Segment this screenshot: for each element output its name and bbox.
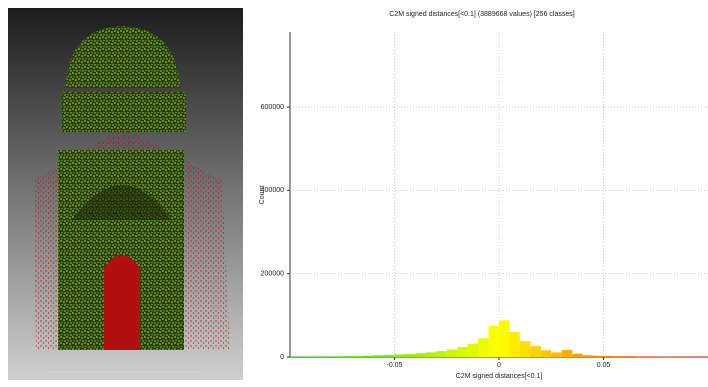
- altar: [104, 255, 140, 350]
- bar: [551, 352, 561, 357]
- bar: [405, 354, 415, 357]
- y-tick-label: 200000: [261, 271, 284, 278]
- bar: [321, 356, 331, 357]
- bar: [468, 344, 478, 357]
- x-tick-label: 0.05: [597, 362, 611, 369]
- bar: [478, 338, 488, 357]
- bar: [436, 351, 446, 357]
- bar: [509, 332, 519, 357]
- screen: C2M signed distances[<0.1] (3889668 valu…: [0, 0, 708, 382]
- y-tick-label: 600000: [261, 104, 284, 111]
- bar: [332, 356, 342, 357]
- drum: [62, 92, 186, 132]
- bar: [499, 320, 509, 357]
- bar: [645, 356, 655, 357]
- bar: [395, 355, 405, 358]
- bar: [342, 356, 352, 357]
- bar: [489, 326, 499, 357]
- bar: [415, 353, 425, 357]
- chart-title: C2M signed distances[<0.1] (3889668 valu…: [389, 11, 574, 18]
- bar: [530, 346, 540, 357]
- bar: [447, 350, 457, 358]
- bar: [363, 356, 373, 357]
- bar: [457, 347, 467, 357]
- bar: [604, 356, 614, 357]
- y-tick-label: 0: [280, 354, 284, 361]
- y-tick-label: 400000: [261, 187, 284, 194]
- bar: [562, 350, 572, 357]
- viewport-3d[interactable]: [8, 8, 243, 380]
- bar: [572, 354, 582, 357]
- bar: [374, 355, 384, 357]
- bar: [541, 350, 551, 357]
- bar: [583, 355, 593, 357]
- x-tick-label: 0: [497, 362, 501, 369]
- bar: [635, 356, 645, 357]
- bar: [520, 341, 530, 357]
- x-axis-label: C2M signed distances[<0.1]: [456, 373, 543, 380]
- bar: [426, 352, 436, 357]
- x-tick-label: -0.05: [387, 362, 403, 369]
- bar: [614, 356, 624, 357]
- bar: [353, 356, 363, 357]
- bar: [624, 356, 634, 357]
- bar: [593, 356, 603, 357]
- bar: [384, 355, 394, 357]
